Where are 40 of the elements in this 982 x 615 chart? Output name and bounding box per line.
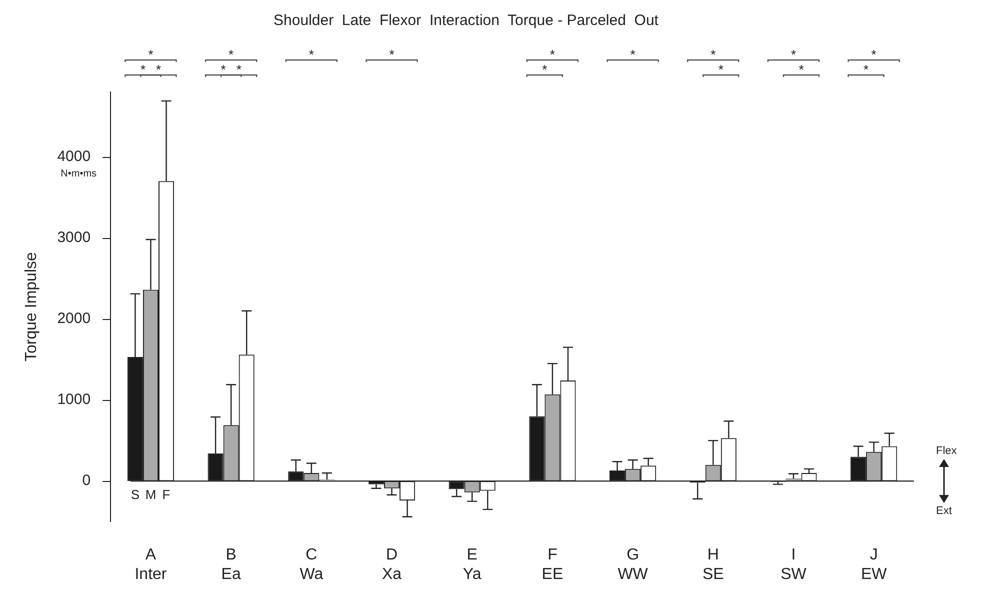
text: *	[864, 62, 869, 78]
text: *	[710, 47, 716, 62]
x-tick-label: B Ea	[221, 546, 241, 583]
text: *	[542, 62, 548, 78]
x-tick-label: H SE	[702, 546, 724, 583]
x-tick-label: I SW	[780, 546, 808, 583]
x-tick-label: E Ya	[462, 546, 482, 583]
text: *	[389, 47, 394, 62]
text: *	[156, 62, 162, 78]
y-axis-title: Torque Impulse	[23, 252, 40, 362]
text: Ext	[936, 505, 952, 518]
series-label: M	[145, 487, 156, 502]
text: *	[630, 47, 636, 62]
text: *	[798, 62, 804, 78]
text: *	[220, 62, 226, 78]
text: Flex	[936, 445, 958, 458]
series-label: S	[130, 487, 140, 502]
text: *	[550, 47, 555, 62]
y-tick-label: 4000	[57, 148, 91, 165]
y-tick-label: 3000	[57, 229, 91, 246]
y-tick-label: 0	[82, 472, 91, 490]
text: *	[236, 62, 242, 78]
text: N•m•ms	[60, 168, 97, 180]
text: *	[140, 62, 146, 78]
text: *	[228, 47, 234, 62]
text: *	[790, 47, 796, 62]
x-tick-label: J EW	[860, 546, 888, 583]
text: *	[308, 47, 314, 62]
text: *	[718, 62, 724, 78]
x-tick-label: F EE	[542, 546, 564, 583]
text: *	[148, 47, 154, 62]
text: *	[871, 47, 876, 62]
y-tick-label: 1000	[57, 391, 91, 408]
series-label: F	[162, 487, 170, 502]
y-tick-label: 2000	[57, 310, 91, 328]
x-tick-label: A Inter	[134, 546, 168, 583]
chart-title: Shoulder Late Flexor Interaction Torque - Parceled Out	[274, 12, 660, 30]
x-tick-label: G WW	[618, 546, 649, 583]
x-tick-label: D Xa	[382, 546, 402, 583]
x-tick-label: C Wa	[300, 546, 324, 583]
